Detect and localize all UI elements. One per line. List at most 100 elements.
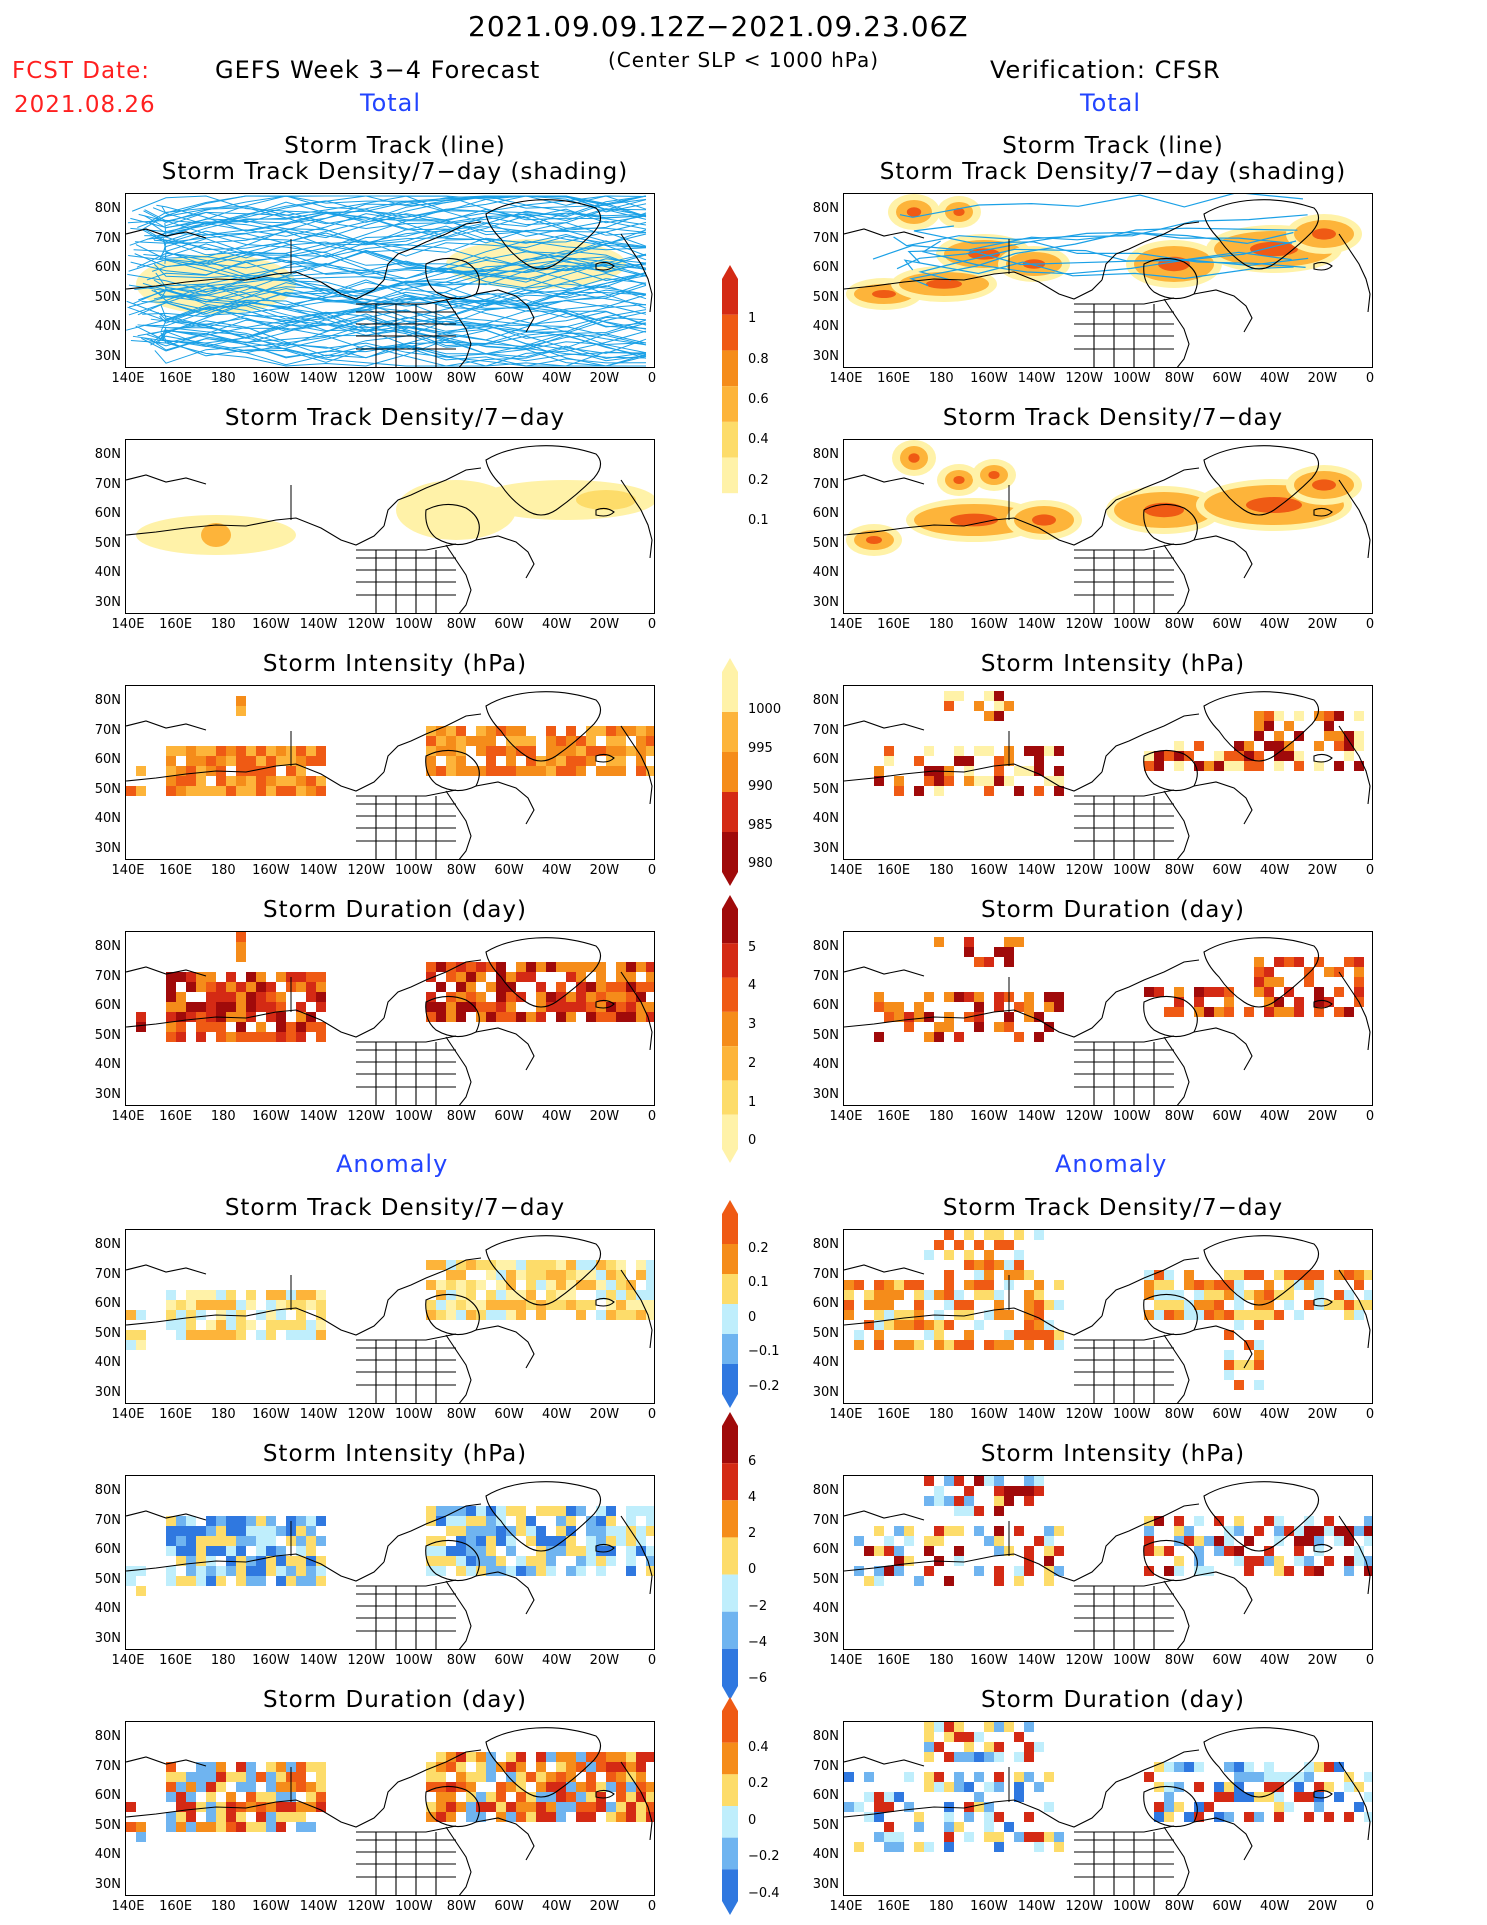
grid-cell bbox=[296, 756, 306, 766]
lon-tick-label: 40W bbox=[1260, 863, 1290, 878]
grid-cell bbox=[486, 982, 496, 992]
grid-cell bbox=[266, 1002, 276, 1012]
grid-cell bbox=[1144, 761, 1154, 771]
grid-cell bbox=[616, 736, 626, 746]
grid-cell bbox=[1244, 1270, 1254, 1280]
grid-cell bbox=[266, 1300, 276, 1310]
grid-cell bbox=[1354, 977, 1364, 987]
grid-cell bbox=[566, 1752, 576, 1762]
grid-cell bbox=[206, 746, 216, 756]
lon-tick-label: 160W bbox=[252, 1653, 290, 1668]
coastline bbox=[620, 479, 653, 559]
grid-cell bbox=[216, 1022, 226, 1032]
grid-cell bbox=[1044, 1022, 1054, 1032]
grid-cell bbox=[316, 776, 326, 786]
grid-cell bbox=[636, 1300, 646, 1310]
grid-cell bbox=[984, 1782, 994, 1792]
grid-cell bbox=[216, 1822, 226, 1832]
grid-cell bbox=[196, 1330, 206, 1340]
coastline bbox=[475, 535, 535, 579]
grid-cell bbox=[586, 1762, 596, 1772]
grid-cell bbox=[1174, 1290, 1184, 1300]
grid-cell bbox=[636, 1310, 646, 1320]
lon-tick-label: 20W bbox=[589, 1109, 620, 1124]
lon-tick-label: 160W bbox=[970, 1109, 1008, 1124]
grid-cell bbox=[934, 1772, 944, 1782]
grid-cell bbox=[934, 1340, 944, 1350]
grid-cell bbox=[486, 1752, 496, 1762]
grid-cell bbox=[1304, 1762, 1314, 1772]
coastline bbox=[126, 228, 207, 239]
grid-cell bbox=[306, 786, 316, 796]
grid-cell bbox=[216, 1002, 226, 1012]
title-intensity-right: Storm Intensity (hPa) bbox=[980, 651, 1246, 677]
grid-cell bbox=[316, 1536, 326, 1546]
grid-cell bbox=[196, 1526, 206, 1536]
coastline bbox=[1101, 959, 1200, 1019]
grid-cell bbox=[1334, 711, 1344, 721]
grid-cell bbox=[256, 1802, 266, 1812]
lon-tick-label: 140E bbox=[829, 371, 863, 386]
grid-cell bbox=[884, 1320, 894, 1330]
grid-cell bbox=[196, 1822, 206, 1832]
colorbar-top-arrow bbox=[722, 265, 738, 279]
grid-cell bbox=[466, 1802, 476, 1812]
grid-cell bbox=[536, 1536, 546, 1546]
grid-cell bbox=[1154, 1516, 1164, 1526]
grid-cell bbox=[446, 1300, 456, 1310]
grid-cell bbox=[864, 1320, 874, 1330]
grid-cell bbox=[526, 1260, 536, 1270]
lat-tick-label: 50N bbox=[94, 289, 121, 305]
lon-tick-label: 160E bbox=[159, 1109, 193, 1124]
coastline bbox=[445, 1334, 472, 1403]
grid-cell bbox=[476, 1002, 486, 1012]
grid-cell bbox=[854, 1802, 864, 1812]
grid-cell bbox=[616, 1762, 626, 1772]
grid-cell bbox=[476, 736, 486, 746]
grid-cell bbox=[306, 1536, 316, 1546]
grid-cell bbox=[496, 1310, 506, 1320]
density-blob bbox=[908, 453, 920, 463]
grid-cell bbox=[196, 776, 206, 786]
grid-cell bbox=[1034, 786, 1044, 796]
grid-cell bbox=[1304, 1566, 1314, 1576]
storm-track-line bbox=[913, 225, 1306, 268]
lat-tick-label: 60N bbox=[812, 506, 839, 521]
grid-cell bbox=[496, 1300, 506, 1310]
grid-cell bbox=[506, 1270, 516, 1280]
grid-cell bbox=[1154, 1762, 1164, 1772]
grid-cell bbox=[536, 1280, 546, 1290]
grid-cell bbox=[226, 786, 236, 796]
grid-cell bbox=[994, 1772, 1004, 1782]
grid-cell bbox=[306, 1022, 316, 1032]
grid-cell bbox=[1294, 761, 1304, 771]
grid-cell bbox=[1054, 1526, 1064, 1536]
grid-cell bbox=[1254, 977, 1264, 987]
lon-tick-label: 80W bbox=[1164, 1899, 1195, 1914]
grid-cell bbox=[1014, 1032, 1024, 1042]
grid-cell bbox=[206, 1812, 216, 1822]
grid-cell bbox=[1234, 1270, 1244, 1280]
density-blob bbox=[926, 279, 962, 289]
grid-cell bbox=[316, 1032, 326, 1042]
storm-track-line bbox=[137, 264, 647, 316]
grid-cell bbox=[1224, 1270, 1234, 1280]
grid-cell bbox=[556, 1536, 566, 1546]
colorbar-label: 1 bbox=[748, 311, 757, 327]
grid-cell bbox=[984, 1832, 994, 1842]
grid-cell bbox=[236, 1516, 246, 1526]
density-blob bbox=[1312, 228, 1336, 240]
grid-cell bbox=[506, 992, 516, 1002]
lon-tick-label: 140E bbox=[111, 1109, 145, 1124]
grid-cell bbox=[1364, 1300, 1372, 1310]
grid-cell bbox=[496, 1792, 506, 1802]
forecast-model-title: GEFS Week 3−4 Forecast bbox=[215, 56, 541, 84]
grid-cell bbox=[964, 1250, 974, 1260]
grid-cell bbox=[296, 786, 306, 796]
colorbar-bottom-arrow bbox=[722, 1901, 738, 1915]
grid-cell bbox=[456, 1802, 466, 1812]
grid-cell bbox=[216, 1546, 226, 1556]
grid-cell bbox=[256, 1556, 266, 1566]
grid-cell bbox=[1224, 1792, 1234, 1802]
grid-cell bbox=[566, 1802, 576, 1812]
